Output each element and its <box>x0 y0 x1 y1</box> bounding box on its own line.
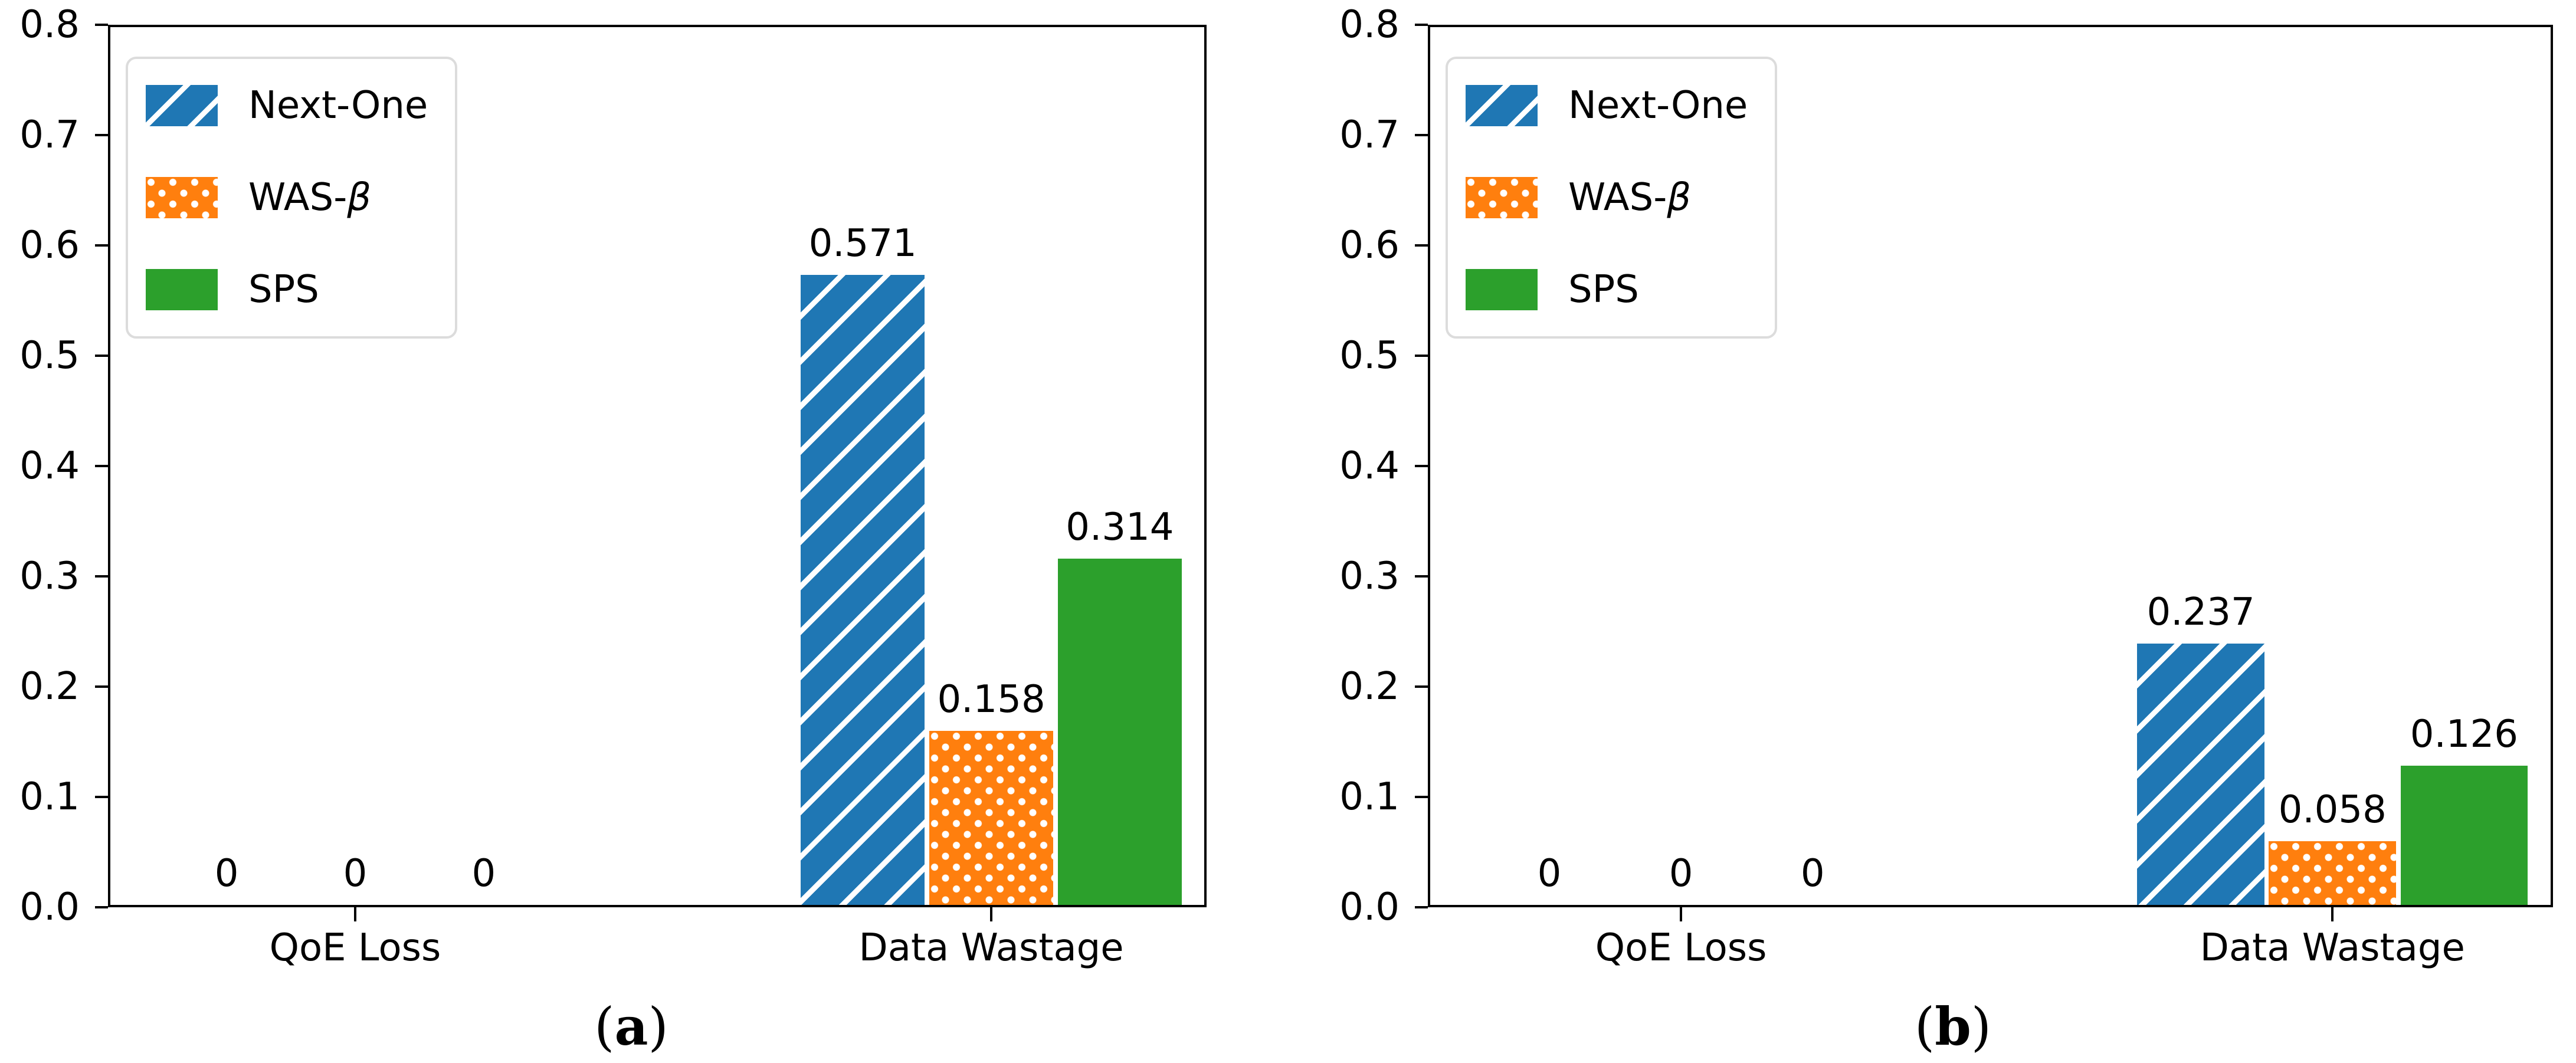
legend-entry-next-one: Next-One <box>146 85 428 126</box>
bar-value-label-was-beta-qoe-loss: 0 <box>1669 852 1693 895</box>
legend-label-was-beta: WAS-β <box>248 176 372 219</box>
y-axis-tick <box>1415 134 1428 136</box>
y-axis-tick <box>95 796 108 798</box>
x-axis-tick <box>1680 907 1683 921</box>
x-axis-tick-label-data-wastage: Data Wastage <box>858 926 1124 970</box>
legend-label-was-beta: WAS-β <box>1568 176 1692 219</box>
y-axis-tick-label: 0.6 <box>1339 224 1400 267</box>
legend-swatch-next-one <box>1466 85 1538 126</box>
bar-value-label-next-one-qoe-loss: 0 <box>1537 852 1562 895</box>
panel-caption-b: (b) <box>1914 996 1992 1057</box>
bar-was-beta-data-wastage <box>2269 841 2396 905</box>
legend-swatch-next-one <box>146 85 218 126</box>
y-axis-tick <box>95 906 108 908</box>
y-axis-tick-label: 0.2 <box>1339 665 1400 708</box>
bar-next-one-data-wastage <box>2137 643 2264 905</box>
bar-next-one-data-wastage <box>800 275 925 905</box>
bar-value-label-next-one-data-wastage: 0.571 <box>808 222 917 266</box>
y-axis-tick-label: 0.5 <box>19 334 80 378</box>
legend-swatch-sps <box>1466 269 1538 310</box>
y-axis-tick-label: 0.7 <box>1339 113 1400 157</box>
bar-value-label-was-beta-data-wastage: 0.158 <box>937 677 1046 721</box>
bar-value-label-next-one-data-wastage: 0.237 <box>2146 590 2255 634</box>
legend-a: Next-One WAS-β SPS <box>126 57 458 339</box>
legend-entry-was-beta: WAS-β <box>146 177 428 218</box>
y-axis-tick-label: 0.3 <box>1339 555 1400 598</box>
y-axis-tick-label: 0.8 <box>1339 3 1400 47</box>
legend-swatch-sps <box>146 269 218 310</box>
y-axis-tick-label: 0.1 <box>1339 775 1400 819</box>
panel-caption-a: (a) <box>594 996 668 1057</box>
y-axis-tick <box>95 575 108 578</box>
y-axis-tick <box>95 24 108 26</box>
y-axis-tick-label: 0.7 <box>19 113 80 157</box>
y-axis-tick <box>95 355 108 357</box>
bar-value-label-sps-qoe-loss: 0 <box>471 852 496 895</box>
legend-b: Next-One WAS-β SPS <box>1446 57 1778 339</box>
y-axis-tick <box>1415 685 1428 688</box>
legend-entry-next-one: Next-One <box>1466 85 1748 126</box>
legend-label-next-one: Next-One <box>248 84 428 127</box>
y-axis-tick-label: 0.1 <box>19 775 80 819</box>
legend-entry-was-beta: WAS-β <box>1466 177 1748 218</box>
y-axis-tick <box>95 134 108 136</box>
bar-value-label-sps-data-wastage: 0.126 <box>2410 713 2518 757</box>
y-axis-tick <box>1415 796 1428 798</box>
y-axis-tick <box>1415 244 1428 247</box>
bar-value-label-was-beta-qoe-loss: 0 <box>343 852 368 895</box>
y-axis-tick-label: 0.6 <box>19 224 80 267</box>
y-axis-tick-label: 0.5 <box>1339 334 1400 378</box>
legend-label-sps: SPS <box>248 268 319 311</box>
bar-was-beta-data-wastage <box>929 730 1054 905</box>
bar-sps-data-wastage <box>2400 766 2528 905</box>
bar-value-label-sps-qoe-loss: 0 <box>1800 852 1825 895</box>
x-axis-tick-label-qoe-loss: QoE Loss <box>1595 926 1767 970</box>
y-axis-tick <box>95 465 108 467</box>
y-axis-tick-label: 0.4 <box>1339 444 1400 488</box>
y-axis-tick <box>95 685 108 688</box>
legend-label-next-one: Next-One <box>1568 84 1748 127</box>
legend-entry-sps: SPS <box>1466 269 1748 310</box>
y-axis-tick <box>1415 575 1428 578</box>
legend-label-sps: SPS <box>1568 268 1639 311</box>
legend-entry-sps: SPS <box>146 269 428 310</box>
x-axis-tick <box>990 907 993 921</box>
bar-value-label-sps-data-wastage: 0.314 <box>1066 505 1174 549</box>
legend-swatch-was-beta <box>1466 177 1538 218</box>
x-axis-tick <box>2331 907 2334 921</box>
bar-value-label-next-one-qoe-loss: 0 <box>214 852 239 895</box>
bar-value-label-was-beta-data-wastage: 0.058 <box>2278 788 2387 832</box>
x-axis-tick <box>353 907 356 921</box>
y-axis-tick-label: 0.0 <box>1339 885 1400 929</box>
y-axis-tick-label: 0.2 <box>19 665 80 708</box>
y-axis-tick-label: 0.8 <box>19 3 80 47</box>
y-axis-tick-label: 0.4 <box>19 444 80 488</box>
legend-swatch-was-beta <box>146 177 218 218</box>
y-axis-tick <box>1415 906 1428 908</box>
x-axis-tick-label-qoe-loss: QoE Loss <box>269 926 441 970</box>
bar-sps-data-wastage <box>1057 558 1182 905</box>
y-axis-tick-label: 0.3 <box>19 555 80 598</box>
y-axis-tick-label: 0.0 <box>19 885 80 929</box>
y-axis-tick <box>95 244 108 247</box>
x-axis-tick-label-data-wastage: Data Wastage <box>2200 926 2465 970</box>
y-axis-tick <box>1415 355 1428 357</box>
y-axis-tick <box>1415 465 1428 467</box>
y-axis-tick <box>1415 24 1428 26</box>
